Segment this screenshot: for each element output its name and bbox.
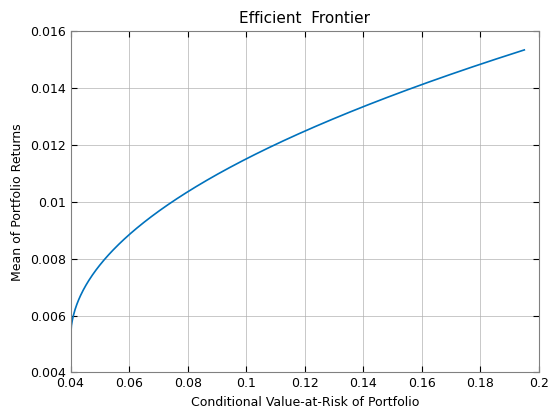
Efficient Frontier <box>510 51 517 56</box>
Efficient Frontier <box>439 75 446 80</box>
X-axis label: Conditional Value-at-Risk of Portfolio: Conditional Value-at-Risk of Portfolio <box>190 396 419 409</box>
Efficient Frontier <box>312 123 319 129</box>
Efficient Frontier <box>67 336 74 341</box>
Efficient Frontier <box>283 137 290 142</box>
Y-axis label: Mean of Portfolio Returns: Mean of Portfolio Returns <box>11 123 24 281</box>
Efficient Frontier <box>337 113 344 118</box>
Efficient Frontier <box>286 136 292 141</box>
Title: Efficient  Frontier: Efficient Frontier <box>239 11 370 26</box>
Efficient Frontier <box>521 47 528 52</box>
Line: Efficient Frontier: Efficient Frontier <box>71 50 524 339</box>
